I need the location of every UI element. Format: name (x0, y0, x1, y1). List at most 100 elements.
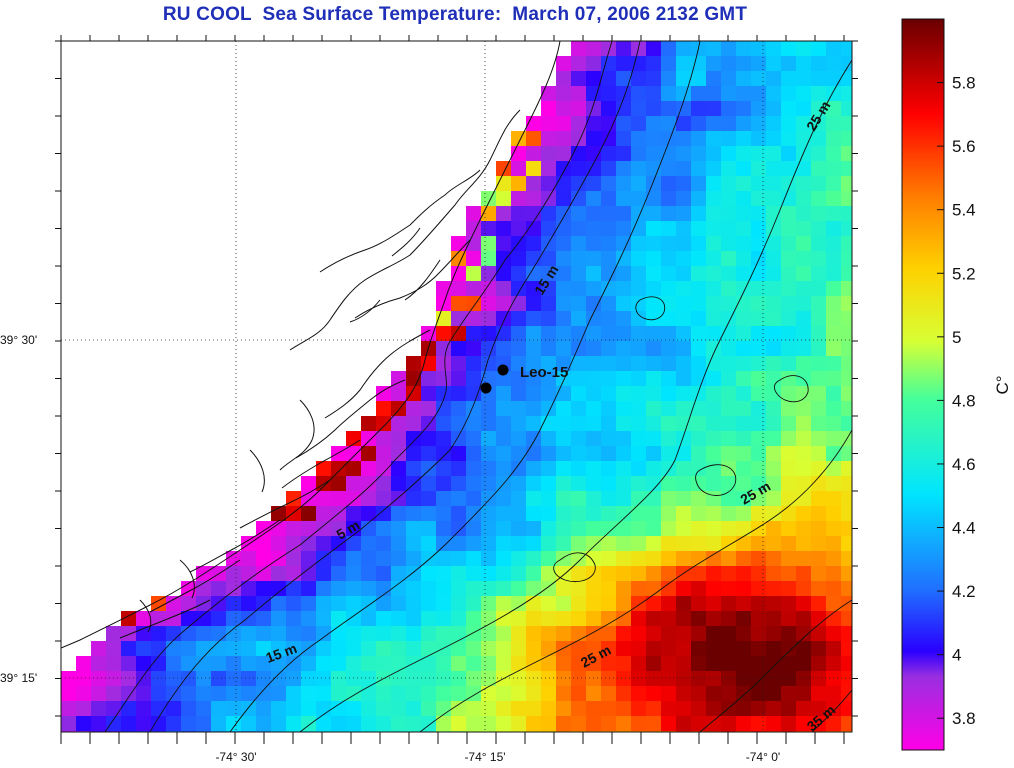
sst-pixel (256, 566, 272, 582)
sst-pixel (61, 686, 77, 702)
sst-pixel (811, 161, 827, 177)
sst-pixel (391, 371, 407, 387)
sst-pixel (196, 596, 212, 612)
sst-pixel (601, 416, 617, 432)
sst-pixel (631, 416, 647, 432)
sst-pixel (841, 266, 852, 282)
sst-pixel (691, 116, 707, 132)
sst-pixel (811, 491, 827, 507)
sst-pixel (481, 656, 497, 672)
axis-ticks (55, 35, 858, 744)
sst-pixel (631, 656, 647, 672)
sst-pixel (601, 536, 617, 552)
sst-pixel (616, 566, 632, 582)
sst-pixel (511, 461, 527, 477)
sst-pixel (706, 266, 722, 282)
sst-pixel (346, 626, 362, 642)
sst-pixel (586, 236, 602, 252)
sst-pixel (496, 611, 512, 627)
sst-pixel (586, 536, 602, 552)
sst-pixel (676, 221, 692, 237)
sst-pixel (481, 281, 497, 297)
sst-pixel (91, 641, 107, 657)
sst-pixel (346, 596, 362, 612)
sst-pixel (391, 686, 407, 702)
sst-pixel (121, 656, 137, 672)
sst-pixel (496, 251, 512, 267)
sst-pixel (646, 386, 662, 402)
sst-pixel (181, 611, 197, 627)
sst-pixel (586, 131, 602, 147)
sst-pixel (481, 296, 497, 312)
sst-pixel (301, 641, 317, 657)
sst-pixel (781, 551, 797, 567)
sst-pixel (451, 521, 467, 537)
sst-pixel (826, 386, 842, 402)
sst-pixel (811, 206, 827, 222)
sst-pixel (676, 266, 692, 282)
sst-pixel (691, 71, 707, 87)
sst-pixel (481, 221, 497, 237)
sst-pixel (826, 431, 842, 447)
sst-pixel (616, 626, 632, 642)
sst-pixel (811, 341, 827, 357)
sst-pixel (781, 206, 797, 222)
sst-pixel (376, 551, 392, 567)
sst-pixel (316, 731, 332, 732)
sst-pixel (616, 371, 632, 387)
sst-pixel (736, 716, 752, 732)
sst-pixel (496, 596, 512, 612)
sst-pixel (841, 341, 852, 357)
sst-pixel (511, 521, 527, 537)
sst-pixel (676, 206, 692, 222)
sst-pixel (646, 731, 662, 732)
sst-pixel (421, 506, 437, 522)
sst-pixel (766, 386, 782, 402)
sst-pixel (226, 596, 242, 612)
sst-pixel (586, 266, 602, 282)
sst-pixel (226, 626, 242, 642)
colorbar-tick-label: 5.6 (952, 137, 976, 156)
sst-pixel (106, 626, 122, 642)
sst-pixel (811, 506, 827, 522)
sst-pixel (241, 641, 257, 657)
sst-pixel (586, 506, 602, 522)
sst-pixel (826, 236, 842, 252)
sst-pixel (811, 611, 827, 627)
sst-pixel (361, 431, 377, 447)
sst-pixel (286, 566, 302, 582)
sst-pixel (391, 626, 407, 642)
sst-pixel (286, 491, 302, 507)
sst-pixel (286, 641, 302, 657)
sst-pixel (736, 416, 752, 432)
sst-pixel (781, 41, 797, 57)
sst-pixel (286, 716, 302, 732)
sst-pixel (241, 656, 257, 672)
sst-pixel (466, 611, 482, 627)
sst-pixel (751, 221, 767, 237)
sst-pixel (511, 221, 527, 237)
sst-pixel (751, 146, 767, 162)
sst-pixel (781, 371, 797, 387)
sst-pixel (841, 41, 852, 57)
sst-pixel (586, 221, 602, 237)
sst-pixel (706, 56, 722, 72)
sst-pixel (466, 341, 482, 357)
sst-pixel (346, 431, 362, 447)
sst-pixel (601, 116, 617, 132)
sst-pixel (811, 176, 827, 192)
sst-pixel (436, 686, 452, 702)
sst-pixel (361, 626, 377, 642)
sst-pixel (376, 431, 392, 447)
sst-pixel (496, 281, 512, 297)
sst-pixel (616, 341, 632, 357)
sst-pixel (676, 401, 692, 417)
sst-pixel (736, 191, 752, 207)
sst-pixel (166, 731, 182, 732)
sst-pixel (196, 716, 212, 732)
sst-pixel (751, 131, 767, 147)
sst-pixel (211, 641, 227, 657)
sst-pixel (481, 236, 497, 252)
sst-pixel (811, 641, 827, 657)
